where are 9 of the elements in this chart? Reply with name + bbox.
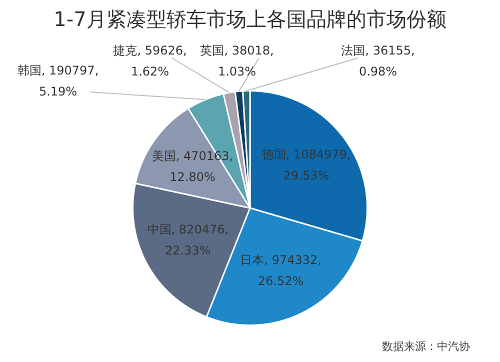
slice-label: 中国, 820476, 22.33% [147,222,229,258]
slice-label: 韩国, 190797, 5.19% [17,64,99,99]
source-note: 数据来源：中汽协 [382,339,470,354]
chart-title: 1-7月紧凑型轿车市场上各国品牌的市场份额 [52,6,448,33]
slice-label: 捷克, 59626, 1.62% [113,44,187,79]
slice-label: 日本, 974332, 26.52% [240,252,322,288]
slice-label: 英国, 38018, 1.03% [200,44,274,79]
slice-label: 德国, 1084979, 29.53% [262,147,351,182]
slice-label: 法国, 36155, 0.98% [341,44,415,79]
